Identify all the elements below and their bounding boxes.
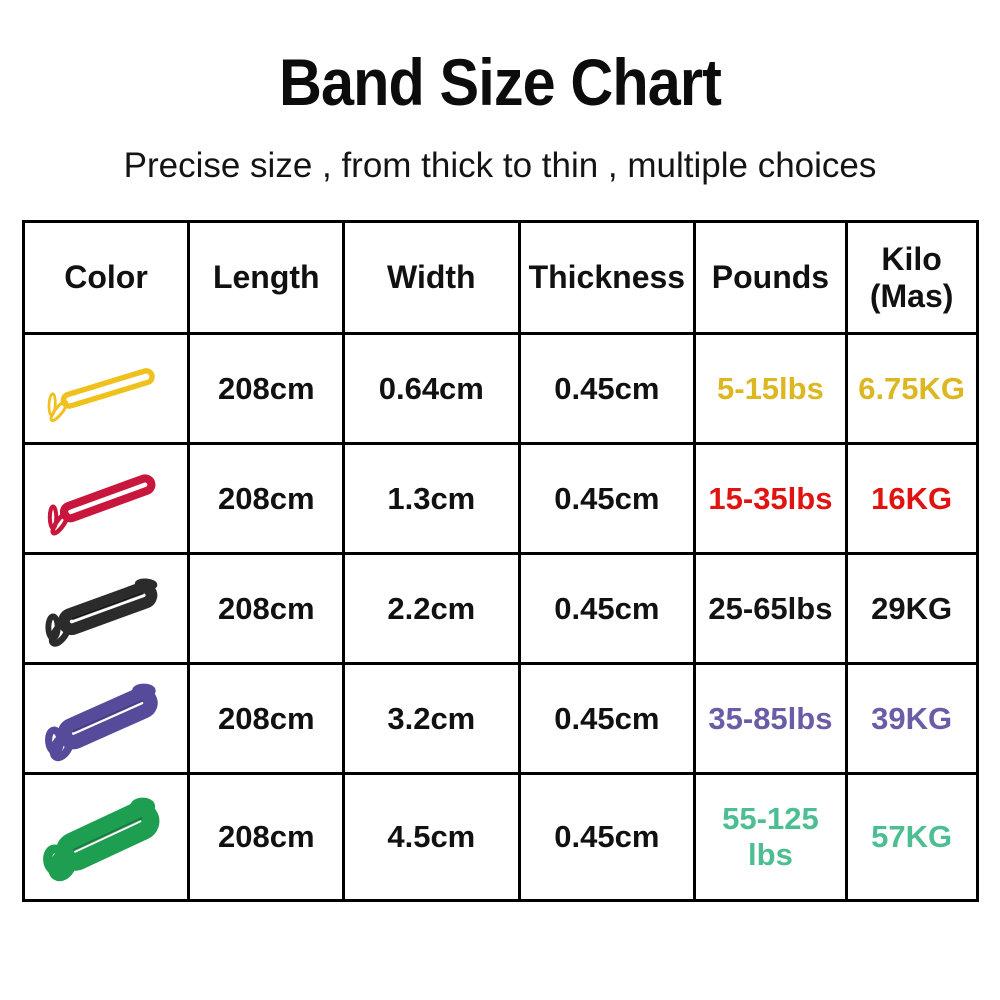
col-header-length: Length [187,220,346,335]
col-header-kilo: Kilo (Mas) [844,220,979,335]
col-header-pounds-label: Pounds [711,259,830,296]
col-header-kilo-sublabel: (Mas) [869,277,954,314]
yellow-color-cell [21,332,191,445]
col-header-color-label: Color [64,259,148,296]
red-thickness-cell: 0.45cm [517,442,697,555]
col-header-width: Width [342,220,521,335]
black-band-image [45,577,158,647]
black-kilo-cell: 29KG [844,552,979,665]
table-row-green: 208cm 4.5cm 0.45cm 55-125 lbs 57KG [21,772,979,902]
table-row-red: 208cm 1.3cm 0.45cm 15-35lbs 16KG [21,442,979,555]
green-width-cell: 4.5cm [342,772,521,902]
green-thickness-cell: 0.45cm [517,772,697,902]
table-row-black: 208cm 2.2cm 0.45cm 25-65lbs 29KG [21,552,979,665]
purple-band-image [45,683,158,761]
black-color-cell [21,552,191,665]
black-thickness-cell: 0.45cm [517,552,697,665]
purple-length-cell: 208cm [187,662,346,775]
green-kilo-cell: 57KG [844,772,979,902]
purple-kilo-cell: 39KG [844,662,979,775]
col-header-width-label: Width [387,259,476,296]
red-kilo-cell: 16KG [844,442,979,555]
black-width-cell: 2.2cm [342,552,521,665]
col-header-pounds: Pounds [693,220,848,335]
black-length-cell: 208cm [187,552,346,665]
page-subtitle: Precise size , from thick to thin , mult… [123,146,877,185]
purple-color-cell [21,662,191,775]
green-band-image [43,797,160,882]
col-header-thickness: Thickness [517,220,697,335]
black-pounds-cell: 25-65lbs [693,552,848,665]
yellow-kilo-cell: 6.75KG [844,332,979,445]
red-width-cell: 1.3cm [342,442,521,555]
yellow-length-cell: 208cm [187,332,346,445]
green-length-cell: 208cm [187,772,346,902]
red-band-image [47,473,156,535]
yellow-band-image [47,367,155,422]
page-title: Band Size Chart [279,45,722,119]
red-pounds-cell: 15-35lbs [693,442,848,555]
red-color-cell [21,442,191,555]
green-pounds-cell: 55-125 lbs [693,772,848,902]
col-header-color: Color [21,220,191,335]
purple-pounds-cell: 35-85lbs [693,662,848,775]
yellow-pounds-cell: 5-15lbs [693,332,848,445]
table-header: Color Length Width Thickness Pounds Kilo… [21,220,979,335]
col-header-length-label: Length [212,259,320,296]
table-row-yellow: 208cm 0.64cm 0.45cm 5-15lbs 6.75KG [21,332,979,445]
header-row: Color Length Width Thickness Pounds Kilo… [21,220,979,335]
col-header-kilo-label: Kilo [881,240,942,277]
table-row-purple: 208cm 3.2cm 0.45cm 35-85lbs 39KG [21,662,979,775]
purple-width-cell: 3.2cm [342,662,521,775]
red-length-cell: 208cm [187,442,346,555]
green-color-cell [21,772,191,902]
yellow-width-cell: 0.64cm [342,332,521,445]
table-body: 208cm 0.64cm 0.45cm 5-15lbs 6.75KG 208cm 1.3c… [21,332,979,902]
purple-thickness-cell: 0.45cm [517,662,697,775]
band-size-table: Color Length Width Thickness Pounds Kilo… [21,220,979,902]
yellow-thickness-cell: 0.45cm [517,332,697,445]
col-header-thickness-label: Thickness [528,259,686,296]
